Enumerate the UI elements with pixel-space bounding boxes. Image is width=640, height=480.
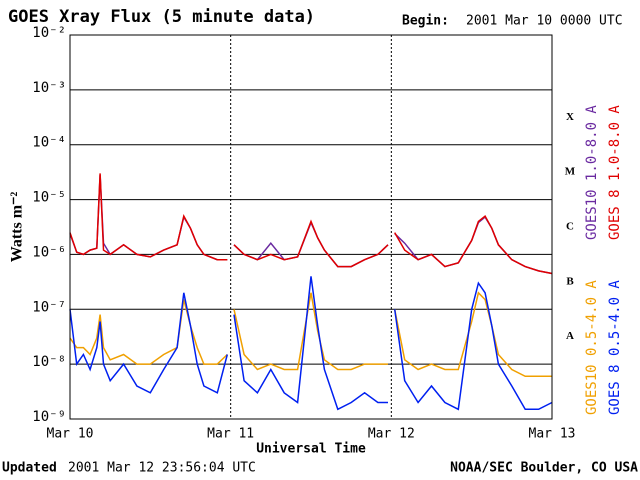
series-line [69, 173, 553, 275]
x-tick-label: Mar 10 [47, 427, 94, 442]
flare-class: X [566, 111, 574, 123]
x-tick-label: Mar 13 [529, 427, 576, 442]
begin-label: Begin: [402, 14, 449, 29]
flare-class: M [565, 166, 576, 178]
y-tick-label: 10⁻⁷ [32, 299, 66, 315]
x-axis-label: Universal Time [256, 442, 366, 457]
legend-label: GOES10 0.5-4.0 A [584, 280, 600, 415]
legend-label: GOES 8 1.0-8.0 A [607, 105, 623, 240]
y-tick-label: 10⁻³ [32, 80, 66, 96]
x-tick-label: Mar 12 [368, 427, 415, 442]
y-tick-label: 10⁻⁴ [32, 135, 66, 151]
y-tick-label: 10⁻⁸ [32, 354, 66, 370]
plot-frame [69, 34, 553, 420]
y-tick-label: 10⁻⁶ [32, 244, 66, 260]
credit: NOAA/SEC Boulder, CO USA [450, 461, 638, 476]
series-line [69, 276, 553, 411]
legend-label: GOES 8 0.5-4.0 A [607, 280, 623, 415]
begin-date: 2001 Mar 10 0000 UTC [466, 14, 623, 29]
updated-date: 2001 Mar 12 23:56:04 UTC [68, 461, 256, 476]
updated-label: Updated [2, 461, 57, 476]
y-tick-label: 10⁻² [32, 25, 66, 41]
flare-class: C [566, 221, 574, 233]
legend-label: GOES10 1.0-8.0 A [584, 105, 600, 240]
flare-class: B [566, 275, 574, 287]
x-tick-label: Mar 11 [207, 427, 254, 442]
y-tick-label: 10⁻⁹ [32, 409, 66, 425]
y-axis-label: Watts m⁻² [9, 192, 26, 263]
series-line [69, 291, 552, 378]
flare-class: A [566, 330, 574, 342]
y-tick-label: 10⁻⁵ [32, 190, 66, 206]
chart-title: GOES Xray Flux (5 minute data) [8, 7, 315, 27]
